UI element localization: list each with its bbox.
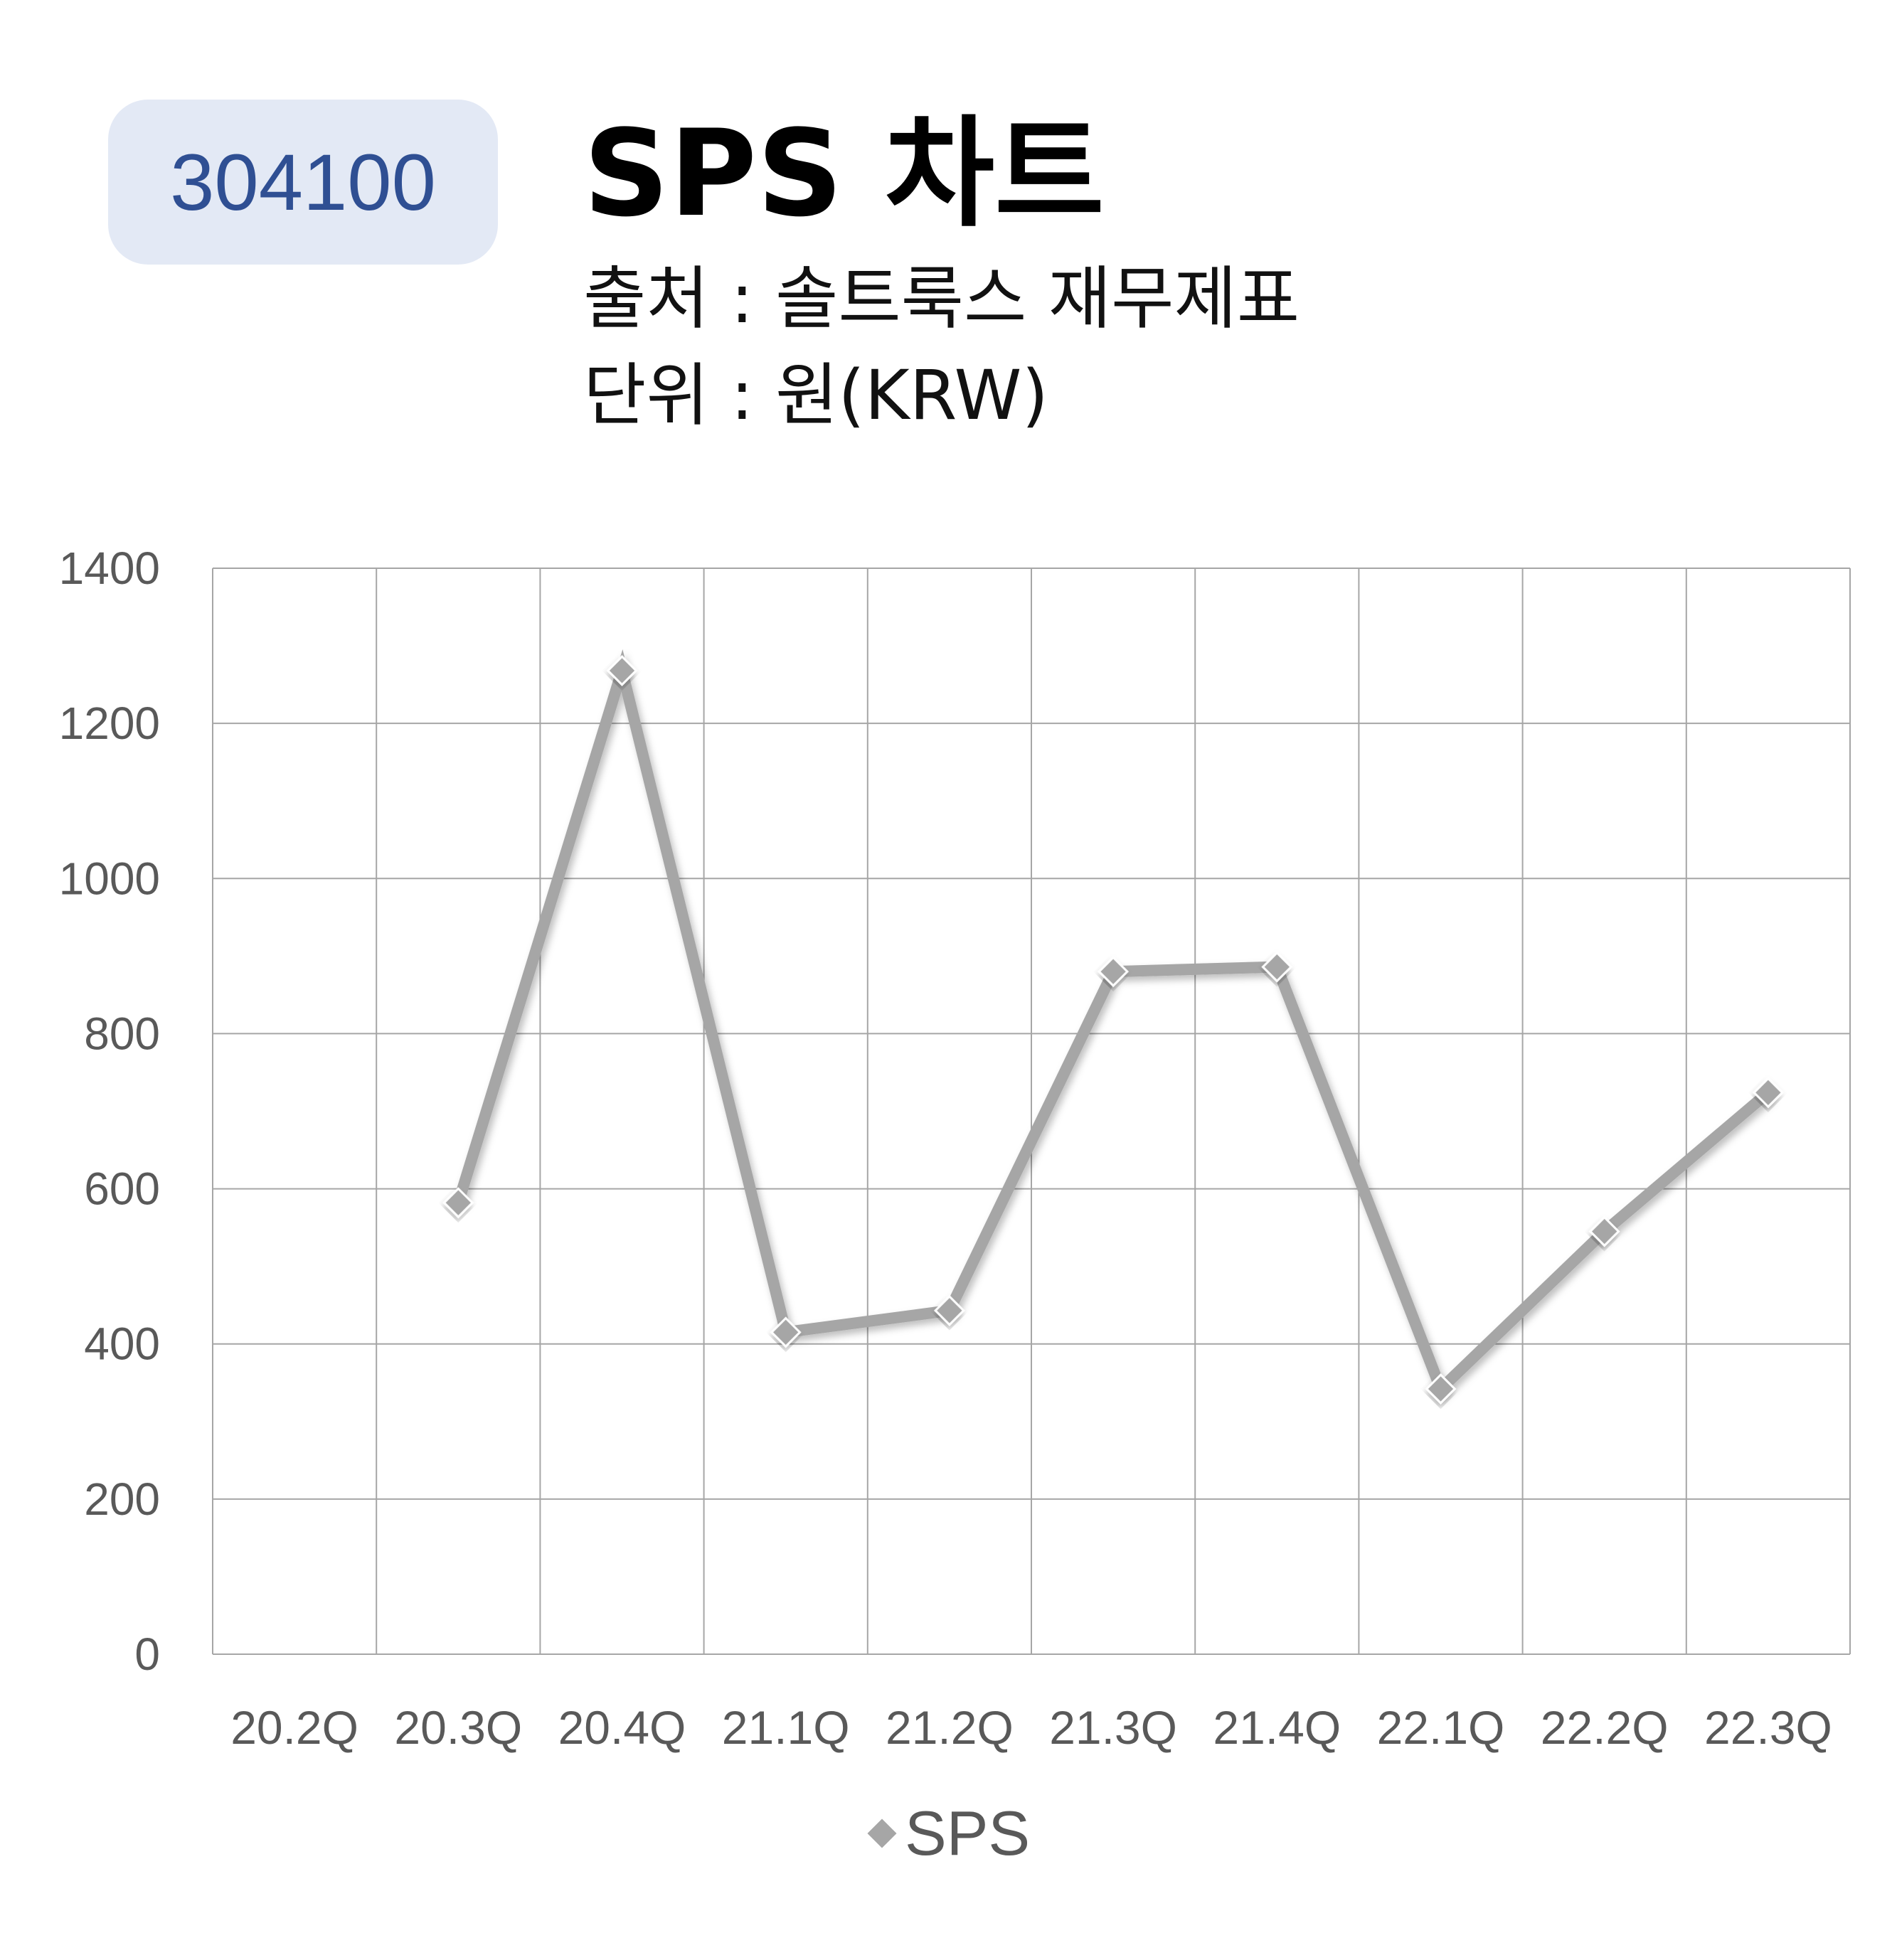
data-point-marker (1098, 956, 1130, 988)
y-tick-label: 600 (84, 1163, 160, 1215)
x-tick-label: 21.3Q (1049, 1701, 1177, 1754)
y-tick-label: 0 (134, 1629, 160, 1680)
x-tick-label: 20.2Q (230, 1701, 358, 1754)
y-tick-label: 1200 (59, 698, 160, 749)
y-tick-label: 1400 (59, 543, 160, 594)
unit-label: 단위 : 원(KRW) (583, 356, 1048, 435)
stock-code-badge: 304100 (108, 100, 498, 265)
source-label: 출처 : 솔트룩스 재무제표 (583, 259, 1300, 339)
x-tick-label: 22.2Q (1541, 1701, 1669, 1754)
chart-title: SPS 차트 (583, 104, 1105, 243)
x-axis-ticks: 20.2Q 20.3Q 20.4Q 21.1Q 21.2Q 21.3Q 21.4Q 22.1Q… (230, 1701, 1832, 1754)
legend: SPS (864, 1798, 1030, 1868)
data-point-marker (1425, 1373, 1457, 1405)
x-tick-label: 22.1Q (1377, 1701, 1505, 1754)
y-axis-ticks: 0 200 400 600 800 1000 1200 1400 (59, 543, 160, 1680)
data-point-marker (933, 1294, 965, 1326)
data-point-marker (1588, 1215, 1620, 1247)
x-tick-label: 21.2Q (886, 1701, 1014, 1754)
y-tick-label: 200 (84, 1474, 160, 1525)
data-point-marker (1261, 951, 1293, 983)
legend-label-sps: SPS (905, 1798, 1030, 1868)
x-tick-label: 20.3Q (394, 1701, 522, 1754)
y-tick-label: 1000 (59, 853, 160, 904)
data-point-marker (442, 1187, 474, 1219)
data-point-marker (770, 1316, 802, 1348)
x-tick-label: 21.4Q (1213, 1701, 1341, 1754)
data-point-marker (1752, 1077, 1784, 1109)
x-tick-label: 20.4Q (558, 1701, 686, 1754)
grid-lines (212, 568, 1851, 1655)
x-tick-label: 21.1Q (722, 1701, 850, 1754)
series-sps (442, 649, 1784, 1405)
data-point-marker (606, 655, 638, 686)
y-tick-label: 800 (84, 1008, 160, 1059)
x-tick-label: 22.3Q (1704, 1701, 1832, 1754)
series-line (452, 649, 1773, 1400)
y-tick-label: 400 (84, 1319, 160, 1370)
legend-marker-diamond (864, 1816, 900, 1851)
